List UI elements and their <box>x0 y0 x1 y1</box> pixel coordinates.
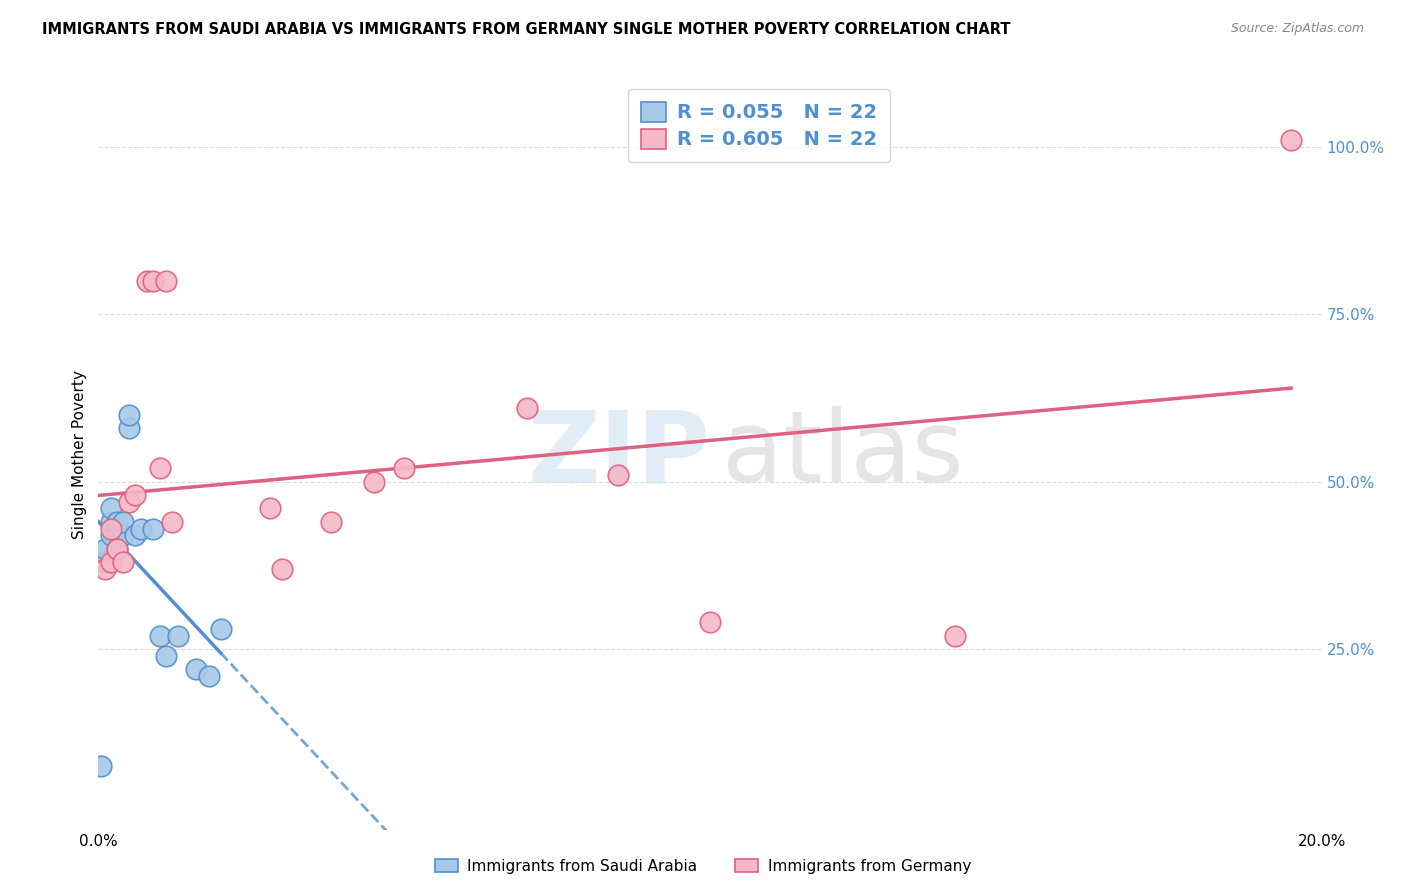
Point <box>186 662 208 676</box>
Point <box>160 515 183 529</box>
Point <box>93 541 115 556</box>
Text: Source: ZipAtlas.com: Source: ZipAtlas.com <box>1230 22 1364 36</box>
Point <box>699 615 721 630</box>
Point <box>124 488 146 502</box>
Point <box>155 648 177 663</box>
Point <box>607 468 630 483</box>
Point <box>105 541 128 556</box>
Point <box>100 555 122 569</box>
Point <box>943 628 966 642</box>
Point <box>111 528 134 542</box>
Text: atlas: atlas <box>723 407 965 503</box>
Point <box>111 515 134 529</box>
Point <box>105 521 128 535</box>
Point <box>111 555 134 569</box>
Point <box>1279 133 1302 147</box>
Y-axis label: Single Mother Poverty: Single Mother Poverty <box>72 370 87 540</box>
Legend: Immigrants from Saudi Arabia, Immigrants from Germany: Immigrants from Saudi Arabia, Immigrants… <box>429 853 977 880</box>
Point <box>100 501 122 516</box>
Point <box>167 628 190 642</box>
Point <box>516 401 538 416</box>
Point <box>259 501 281 516</box>
Point <box>129 521 152 535</box>
Point <box>100 528 122 542</box>
Point <box>105 515 128 529</box>
Point <box>142 274 165 288</box>
Text: IMMIGRANTS FROM SAUDI ARABIA VS IMMIGRANTS FROM GERMANY SINGLE MOTHER POVERTY CO: IMMIGRANTS FROM SAUDI ARABIA VS IMMIGRAN… <box>42 22 1011 37</box>
Point <box>90 759 112 773</box>
Point <box>105 541 128 556</box>
Point <box>209 622 232 636</box>
Point <box>149 461 172 475</box>
Point <box>149 628 172 642</box>
Point <box>118 494 141 508</box>
Point <box>118 421 141 435</box>
Point <box>100 515 122 529</box>
Point <box>124 528 146 542</box>
Point <box>100 521 122 535</box>
Point <box>93 555 115 569</box>
Text: ZIP: ZIP <box>527 407 710 503</box>
Point <box>319 515 342 529</box>
Point <box>93 562 115 576</box>
Point <box>363 475 385 489</box>
Point <box>136 274 159 288</box>
Point <box>118 408 141 422</box>
Point <box>197 669 219 683</box>
Point <box>270 562 292 576</box>
Point <box>142 521 165 535</box>
Legend: R = 0.055   N = 22, R = 0.605   N = 22: R = 0.055 N = 22, R = 0.605 N = 22 <box>628 89 890 161</box>
Point <box>392 461 416 475</box>
Point <box>155 274 177 288</box>
